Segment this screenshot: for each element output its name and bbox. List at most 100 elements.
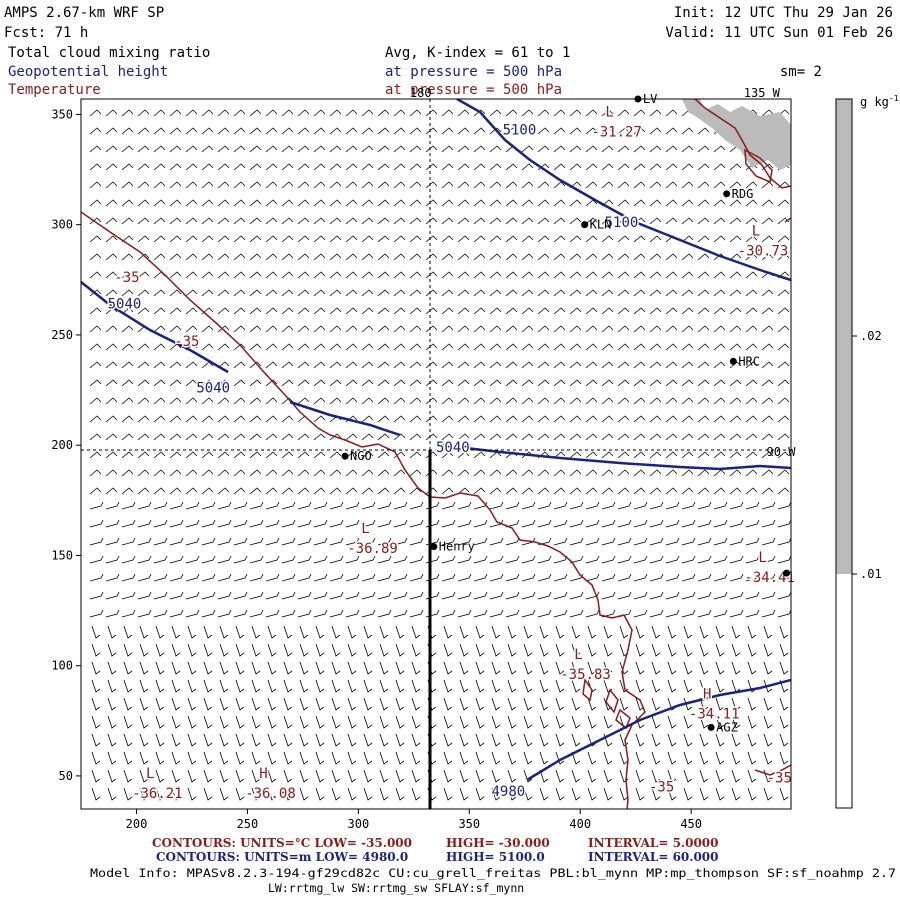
wind-barb [219,679,229,693]
wind-barb [169,415,182,423]
wind-barb [441,397,454,405]
wind-barb [665,501,680,510]
wind-barb [681,325,694,333]
wind-barb [249,325,262,333]
wind-barb [425,109,438,117]
wind-barb [585,181,598,189]
wind-barb [425,199,438,207]
wind-barb [459,697,469,711]
wind-barb [505,217,518,225]
wind-barb [697,271,710,279]
wind-barb [345,487,358,495]
wind-barb [123,697,133,711]
wind-barb [249,433,262,441]
wind-barb [537,591,552,600]
wind-barb [763,787,773,801]
temperature-contour [784,217,791,223]
wind-barb [553,325,566,333]
wind-barb [731,787,741,801]
wind-barb [745,555,760,564]
wind-barb [347,715,357,729]
wind-barb [745,451,758,459]
wind-barb [249,591,264,600]
wind-barb [473,379,486,387]
wind-barb [249,573,264,582]
wind-barb [553,271,566,279]
wind-barb [457,451,470,459]
wind-barb [409,519,424,528]
wind-barb [617,487,630,495]
wind-barb [665,361,678,369]
wind-barb [553,537,568,546]
extremum-value: -34.11 [689,707,740,723]
wind-barb [617,199,630,207]
wind-barb [553,235,566,243]
wind-barb [761,537,776,546]
wind-barb [297,289,310,297]
wind-barb [441,325,454,333]
wind-barb [313,451,326,459]
wind-barb [203,733,213,747]
height-contour [289,400,401,437]
wind-barb [779,643,789,657]
wind-barb [379,661,389,675]
wind-barb [729,199,742,207]
wind-barb [553,591,568,600]
wind-barb [347,787,357,801]
wind-barb [651,661,661,675]
wind-barb [745,415,758,423]
wind-barb [411,769,421,783]
wind-barb [619,751,629,765]
wind-barb [395,769,405,783]
wind-barb [713,487,726,495]
wind-barb [729,573,744,582]
wind-barb [745,591,760,600]
wind-barb [395,697,405,711]
wind-barb [171,661,181,675]
wind-barb [153,469,166,477]
wind-barb [585,397,598,405]
wind-barb [761,609,776,618]
wind-barb [555,697,565,711]
wind-barb [635,787,645,801]
wind-barb [217,451,230,459]
wind-barb [459,787,469,801]
wind-barb [425,379,438,387]
wind-barb [699,715,709,729]
x-tick-label: 300 [348,817,370,831]
wind-barb [395,715,405,729]
extremum-value: -35.83 [560,667,611,683]
wind-barb [203,625,213,639]
wind-barb [137,307,150,315]
wind-barb [105,397,118,405]
wind-barb [457,537,472,546]
wind-barb [553,127,566,135]
wind-barb [617,379,630,387]
wind-barb [297,433,310,441]
wind-barb [233,451,246,459]
wind-barb [393,181,406,189]
wind-barb [473,289,486,297]
wind-barb [459,733,469,747]
wind-barb [299,751,309,765]
wind-barb [441,591,456,600]
wind-barb [89,537,104,546]
wind-barb [747,643,757,657]
wind-barb [555,733,565,747]
low-marker: L [605,104,613,120]
wind-barb [569,253,582,261]
wind-barb [713,555,728,564]
x-tick-label: 200 [126,817,148,831]
wind-barb [539,787,549,801]
wind-barb [537,181,550,189]
wind-barb [681,163,694,171]
wind-barb [585,501,600,510]
wind-barb [121,271,134,279]
wind-barb [569,433,582,441]
wind-barb [409,451,422,459]
wind-barb [379,643,389,657]
wind-barb [697,415,710,423]
wind-barb [539,715,549,729]
wind-barb [345,325,358,333]
wind-barb [361,217,374,225]
